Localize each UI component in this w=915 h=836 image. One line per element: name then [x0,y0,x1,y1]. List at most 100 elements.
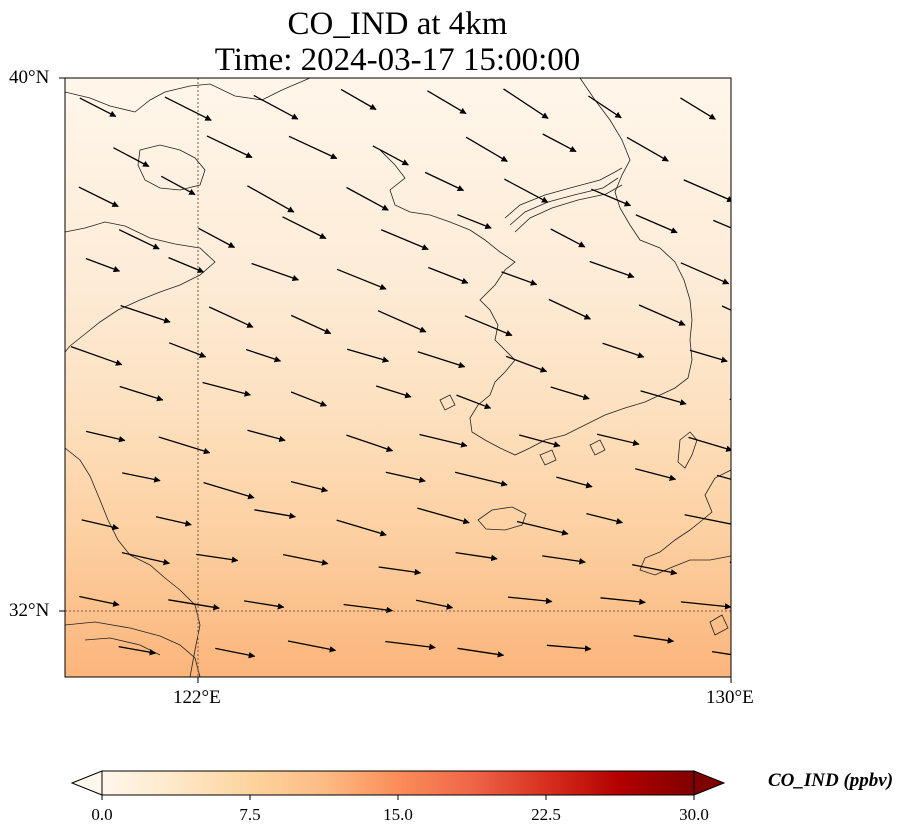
wind-arrow [550,228,586,248]
wind-arrow [347,348,390,363]
wind-arrow [503,88,549,119]
colorbar-tick-2: 15.0 [383,805,413,824]
wind-arrow [415,599,454,610]
wind-arrow [247,429,286,443]
wind-arrow [164,96,212,121]
wind-arrow [198,227,236,249]
wind-arrow [638,304,686,326]
wind-arrow [155,516,192,527]
wind-arrow [689,349,728,363]
wind-arrow [501,271,538,286]
wind-arrow [546,644,592,652]
wind-arrow [683,179,731,202]
wind-arrow [419,433,468,448]
wind-arrow [120,304,171,324]
wind-arrow [290,391,328,407]
wind-arrow [343,603,393,614]
wind-arrow [206,135,253,159]
wind-arrow [251,262,300,282]
wind-arrow [503,178,549,203]
wind-arrow [586,512,624,525]
wind-arrow [243,600,285,610]
wind-arrow [378,566,422,576]
x-tick-122e: 122°E [173,687,221,708]
wind-arrow [215,647,256,659]
wind-arrow [385,640,436,651]
wind-arrow [556,476,593,489]
wind-arrow [290,480,329,493]
colorbar-tick-4: 30.0 [679,805,709,824]
wind-arrow [282,553,329,566]
wind-arrow [113,147,150,168]
wind-arrow [542,133,577,153]
wind-arrow [455,551,498,562]
wind-arrow [245,348,282,363]
wind-arrow [684,514,731,528]
wind-arrow [118,229,160,250]
wind-arrow [519,434,561,448]
wind-arrow [729,561,731,563]
concentration-field [65,78,731,677]
wind-arrow [81,519,120,531]
wind-arrow [465,136,508,162]
wind-arrow [287,640,337,653]
wind-arrow [119,385,164,402]
wind-arrow [158,436,211,455]
wind-arrow [680,601,731,610]
map-frame [64,77,732,678]
wind-arrow [457,214,492,229]
wind-arrow [290,314,332,335]
wind-arrow [711,650,731,656]
wind-arrow [202,381,252,397]
wind-arrow [160,175,196,196]
wind-arrow [591,188,632,207]
y-tick-40n: 40°N [9,67,50,88]
wind-arrow [70,345,123,366]
wind-arrow [507,596,553,605]
coastlines [65,78,731,677]
colorbar-title: CO_IND (ppbv) [768,770,894,791]
wind-arrow [168,599,220,611]
wind-arrow [196,553,239,563]
wind-arrow [254,509,296,520]
wind-arrow [716,474,731,480]
wind-arrow [640,390,687,406]
wind-arrow [428,266,469,284]
wind-arrow [372,145,409,166]
wind-arrow [377,310,427,333]
colorbar [101,770,695,796]
colorbar-tick-0: 0.0 [91,805,113,824]
wind-arrow [253,94,299,120]
wind-arrow [730,135,731,137]
wind-arrow [346,186,389,211]
wind-arrow [208,306,254,328]
wind-arrow [548,298,591,320]
wind-arrow [454,471,508,487]
wind-arrow [122,472,161,483]
wind-arrow [456,394,492,410]
wind-arrow [336,268,387,290]
wind-arrow [505,355,548,373]
wind-arrow [78,186,119,208]
wind-arrow [121,551,171,566]
wind-arrow [288,135,338,160]
wind-arrow [424,171,465,192]
wind-arrow [633,634,675,644]
wind-arrow [602,342,645,359]
colorbar-extend-min [70,770,103,796]
wind-arrow [385,471,426,483]
wind-arrow [542,555,586,565]
wind-arrow [336,519,387,537]
wind-arrow [729,398,731,401]
wind-arrow [588,95,622,119]
wind-arrow [680,262,730,285]
wind-arrow [635,214,678,234]
wind-arrow [680,97,716,120]
wind-arrow [168,342,207,358]
colorbar-extend-max [693,770,726,796]
wind-arrow [589,260,635,279]
y-tick-32n: 32°N [9,600,50,621]
wind-arrow [380,229,429,251]
wind-arrow [417,507,470,525]
wind-arrow [417,351,466,369]
